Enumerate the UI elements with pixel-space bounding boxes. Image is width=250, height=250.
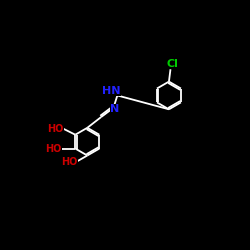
Text: HO: HO [46, 144, 62, 154]
Text: Cl: Cl [167, 59, 179, 69]
Text: HN: HN [102, 86, 120, 96]
Text: HO: HO [61, 157, 77, 167]
Text: N: N [110, 104, 120, 114]
Text: HO: HO [47, 124, 64, 134]
